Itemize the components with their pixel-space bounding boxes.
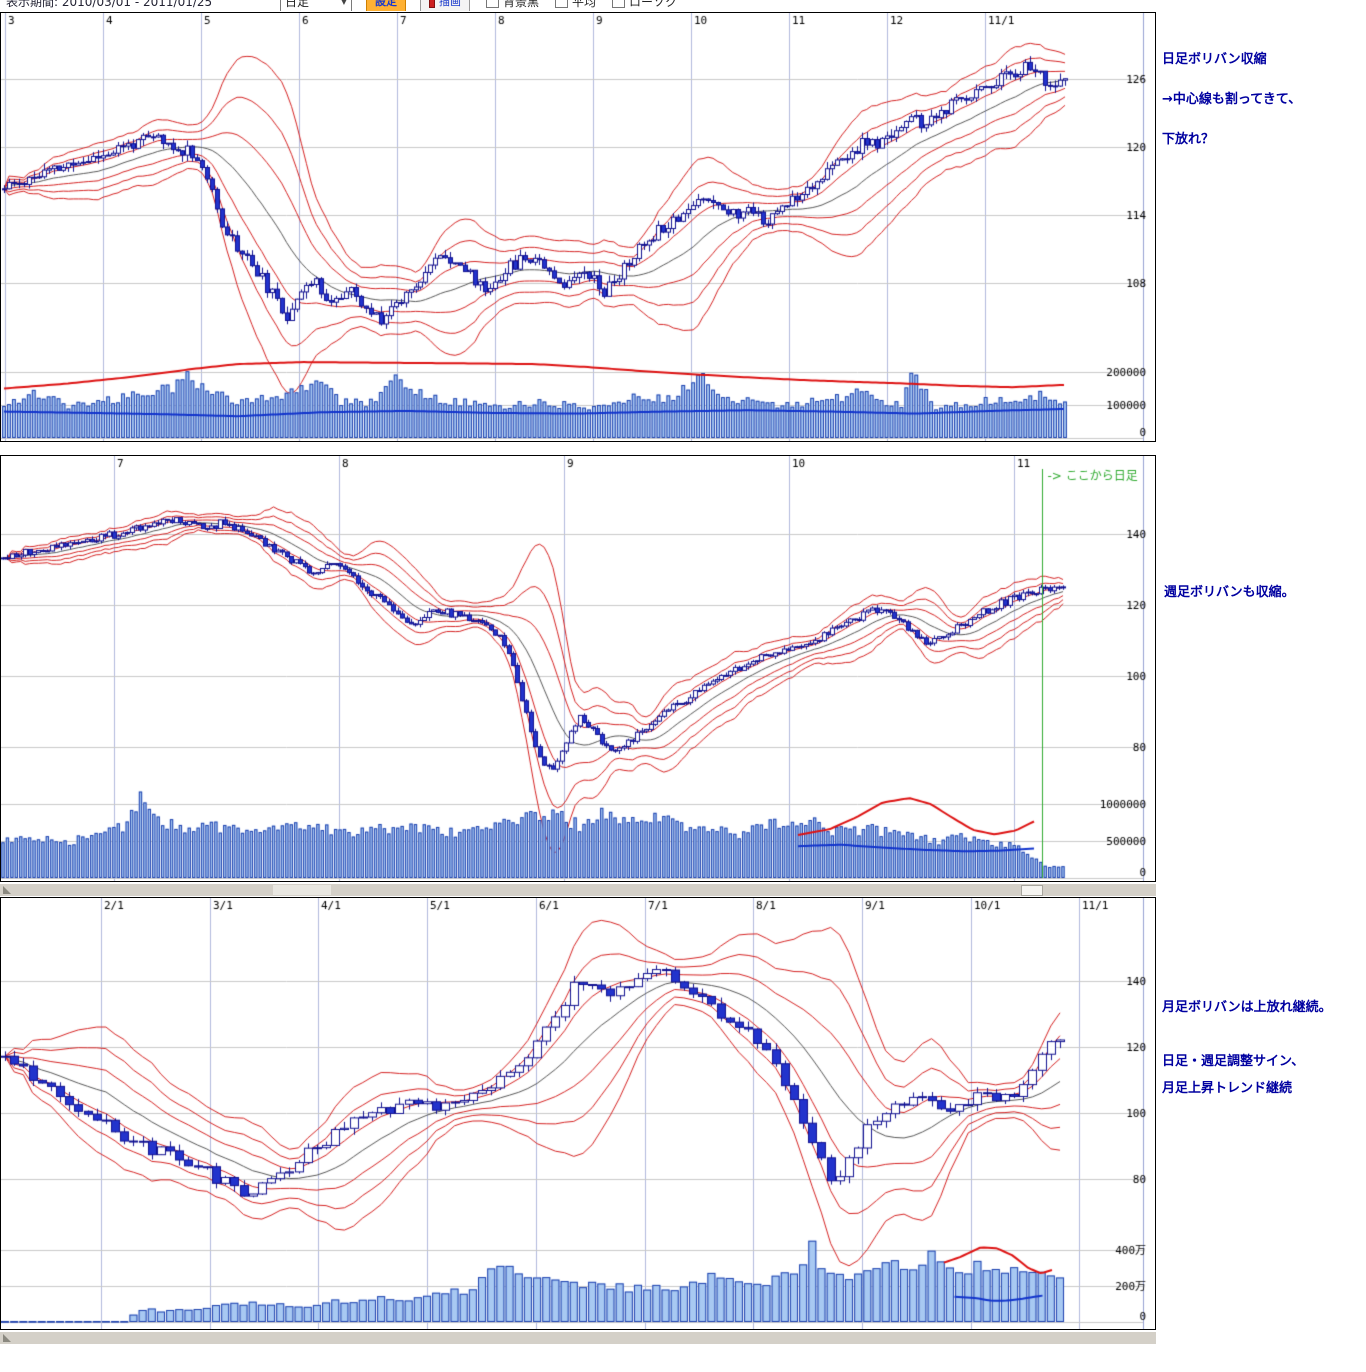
draw-button-label: 描画	[439, 0, 461, 8]
checkbox-background-black[interactable]: 背景黒	[486, 0, 539, 10]
daily-annotation: 日足ボリバン収縮 →中心線も割ってきて、 下放れ？	[1162, 52, 1301, 172]
scrollbar-thumb[interactable]	[273, 885, 331, 895]
scrollbar-handle[interactable]	[1021, 885, 1043, 896]
checkbox-candle[interactable]: ローソク	[612, 0, 677, 10]
checkbox-icon	[486, 0, 499, 8]
daily-chart[interactable]	[0, 12, 1156, 442]
annotation-line: 日足・週足調整サイン、	[1162, 1054, 1305, 1069]
toolbar: 表示期間: 2010/03/01 - 2011/01/25 日足 ▼ 設定 描画…	[0, 0, 1156, 11]
scroll-grip-icon	[3, 1334, 11, 1342]
checkbox-label: 平均	[572, 0, 597, 9]
horizontal-scrollbar[interactable]	[0, 884, 1156, 896]
checkbox-icon	[612, 0, 626, 8]
horizontal-scrollbar-bottom[interactable]	[0, 1332, 1156, 1344]
annotation-line: →中心線も割ってきて、	[1162, 92, 1302, 107]
settings-button[interactable]: 設定	[366, 0, 406, 11]
draw-button[interactable]: 描画	[420, 0, 470, 11]
toolbar-row: 表示期間: 2010/03/01 - 2011/01/25 日足 ▼ 設定 描画…	[0, 0, 677, 11]
checkbox-label: 背景黒	[503, 0, 540, 9]
annotation-line: 日足ボリバン収縮	[1162, 52, 1267, 67]
annotation-line: 月足上昇トレンド継続	[1162, 1081, 1293, 1096]
monthly-chart-canvas[interactable]	[1, 898, 1155, 1329]
daily-chart-canvas[interactable]	[1, 13, 1155, 441]
interval-select[interactable]: 日足 ▼	[280, 0, 352, 11]
weekly-chart[interactable]	[0, 455, 1156, 882]
checkbox-label: ローソク	[629, 0, 678, 9]
annotation-line	[1162, 1027, 1332, 1054]
monthly-annotation: 月足ボリバンは上放れ継続。 日足・週足調整サイン、 月足上昇トレンド継続	[1162, 1000, 1332, 1108]
monthly-chart[interactable]	[0, 897, 1156, 1330]
candle-icon	[429, 0, 435, 8]
interval-value: 日足	[285, 0, 310, 9]
checkbox-icon	[555, 0, 569, 8]
checkbox-average[interactable]: 平均	[555, 0, 596, 10]
chevron-down-icon: ▼	[340, 0, 347, 6]
annotation-line: 月足ボリバンは上放れ継続。	[1162, 1000, 1332, 1015]
annotation-line: 下放れ？	[1162, 132, 1215, 147]
weekly-annotation: 週足ボリバンも収縮。	[1164, 585, 1295, 601]
scroll-grip-icon	[3, 886, 11, 894]
weekly-chart-canvas[interactable]	[1, 456, 1155, 881]
annotation-line: 週足ボリバンも収縮。	[1164, 585, 1295, 600]
period-label: 表示期間: 2010/03/01 - 2011/01/25	[6, 0, 213, 9]
